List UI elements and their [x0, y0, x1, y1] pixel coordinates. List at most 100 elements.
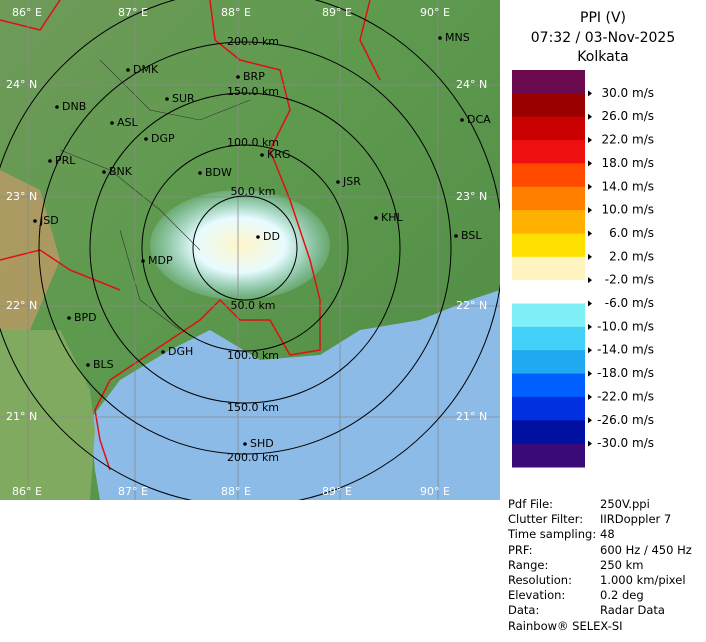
colorbar-label: -30.0 m/s [597, 436, 654, 450]
tick-arrow [588, 393, 592, 400]
ring-label: 100.0 km [227, 136, 279, 149]
info-key: Clutter Filter: [508, 512, 584, 527]
place-dot [67, 316, 71, 320]
place-dot [141, 259, 145, 263]
place-dot [33, 219, 37, 223]
place-dot [86, 363, 90, 367]
tick-arrow [588, 300, 592, 307]
info-value: 48 [600, 527, 615, 542]
tick-arrow [588, 370, 592, 377]
lon-label: 89° E [322, 6, 352, 19]
lon-label: 88° E [221, 6, 251, 19]
ring-label: 50.0 km [230, 185, 275, 198]
highland [0, 170, 60, 340]
lon-label: 86° E [12, 6, 42, 19]
info-key: PRF: [508, 542, 533, 557]
info-value: 600 Hz / 450 Hz [600, 542, 692, 557]
tick-arrow [588, 417, 592, 424]
info-key: Data: [508, 603, 540, 618]
color-swatch [512, 70, 585, 94]
ring-label: 200.0 km [227, 451, 279, 464]
place-label: MNS [445, 31, 470, 44]
place-dot [260, 153, 264, 157]
color-swatch [512, 186, 585, 211]
colorbar-label: -2.0 m/s [605, 273, 654, 287]
colorbar-label: -22.0 m/s [597, 389, 654, 403]
place-label: JSR [342, 175, 361, 188]
colorbar-label: 26.0 m/s [601, 109, 654, 123]
color-swatch [512, 350, 585, 375]
place-dot [454, 234, 458, 238]
tick-arrow [588, 323, 592, 330]
info-value: Radar Data [600, 603, 665, 618]
lat-label: 24° N [6, 78, 37, 91]
place-label: BRP [243, 70, 265, 83]
place-dot [144, 137, 148, 141]
tick-arrow [588, 90, 592, 97]
lon-label: 89° E [322, 485, 352, 498]
place-label: BLS [93, 358, 114, 371]
info-value: 250V.ppi [600, 497, 650, 511]
color-swatch [512, 163, 585, 188]
color-swatch [512, 303, 585, 328]
color-swatch [512, 140, 585, 164]
legend-panel: PPI (V) 07:32 / 03-Nov-2025 Kolkata 30.0… [500, 0, 706, 500]
colorbar-label: -26.0 m/s [597, 413, 654, 427]
info-key: Resolution: [508, 573, 572, 587]
tick-arrow [588, 440, 592, 447]
color-swatch [512, 326, 585, 351]
radar-map: 86° E 87° E 88° E 89° E 90° E 86° E 87° … [0, 0, 500, 500]
place-dot [102, 170, 106, 174]
place-label: KRG [267, 148, 290, 161]
place-label: DGP [151, 132, 175, 145]
colorbar: 30.0 m/s 26.0 m/s 22.0 m/s 18.0 m/s 14.0 m/s… [512, 70, 654, 468]
place-label: DGH [168, 345, 193, 358]
color-swatch [512, 116, 585, 141]
place-dot [126, 68, 130, 72]
place-label: BNK [109, 165, 133, 178]
lat-label: 22° N [6, 299, 37, 312]
tick-arrow [588, 183, 592, 190]
place-dot [161, 350, 165, 354]
colorbar-label: 6.0 m/s [609, 226, 654, 240]
place-label: DD [263, 230, 280, 243]
colorbar-label: -14.0 m/s [597, 343, 654, 357]
ring-label: 150.0 km [227, 401, 279, 414]
color-swatch [512, 373, 585, 398]
lon-label: 90° E [420, 6, 450, 19]
place-dot [460, 118, 464, 122]
color-swatch [512, 93, 585, 118]
place-label: ASL [117, 116, 139, 129]
place-dot [336, 180, 340, 184]
info-value: 250 km [600, 557, 644, 572]
lat-label: 24° N [456, 78, 487, 91]
color-swatch [512, 233, 585, 258]
tick-arrow [588, 113, 592, 120]
place-dot [198, 171, 202, 175]
timestamp: 07:32 / 03-Nov-2025 [531, 30, 675, 46]
lon-label: 87° E [118, 485, 148, 498]
place-label: MDP [148, 254, 173, 267]
lat-label: 23° N [456, 190, 487, 203]
tick-arrow [588, 230, 592, 237]
place-dot [374, 216, 378, 220]
place-label: PRL [55, 154, 76, 167]
title: PPI (V) [580, 10, 626, 26]
place-dot [236, 75, 240, 79]
ring-labels: 200.0 km 150.0 km 100.0 km 50.0 km 50.0 … [227, 35, 279, 464]
info-value: 1.000 km/pixel [600, 573, 686, 587]
place-label: DCA [467, 113, 491, 126]
info-key: Elevation: [508, 588, 566, 603]
lon-label: 88° E [221, 485, 251, 498]
ring-label: 50.0 km [230, 299, 275, 312]
place-label: BPD [74, 311, 97, 324]
places: MNS DMK BRP DNB SUR ASL DGP DCA PRL BNK BDW KRG JSR K… [33, 31, 491, 450]
lat-label: 22° N [456, 299, 487, 312]
color-swatch [512, 256, 585, 281]
tick-arrow [588, 253, 592, 260]
lat-label: 21° N [6, 410, 37, 423]
place-label: SUR [172, 92, 195, 105]
place-dot [165, 97, 169, 101]
colorbar-label: 10.0 m/s [601, 203, 654, 217]
